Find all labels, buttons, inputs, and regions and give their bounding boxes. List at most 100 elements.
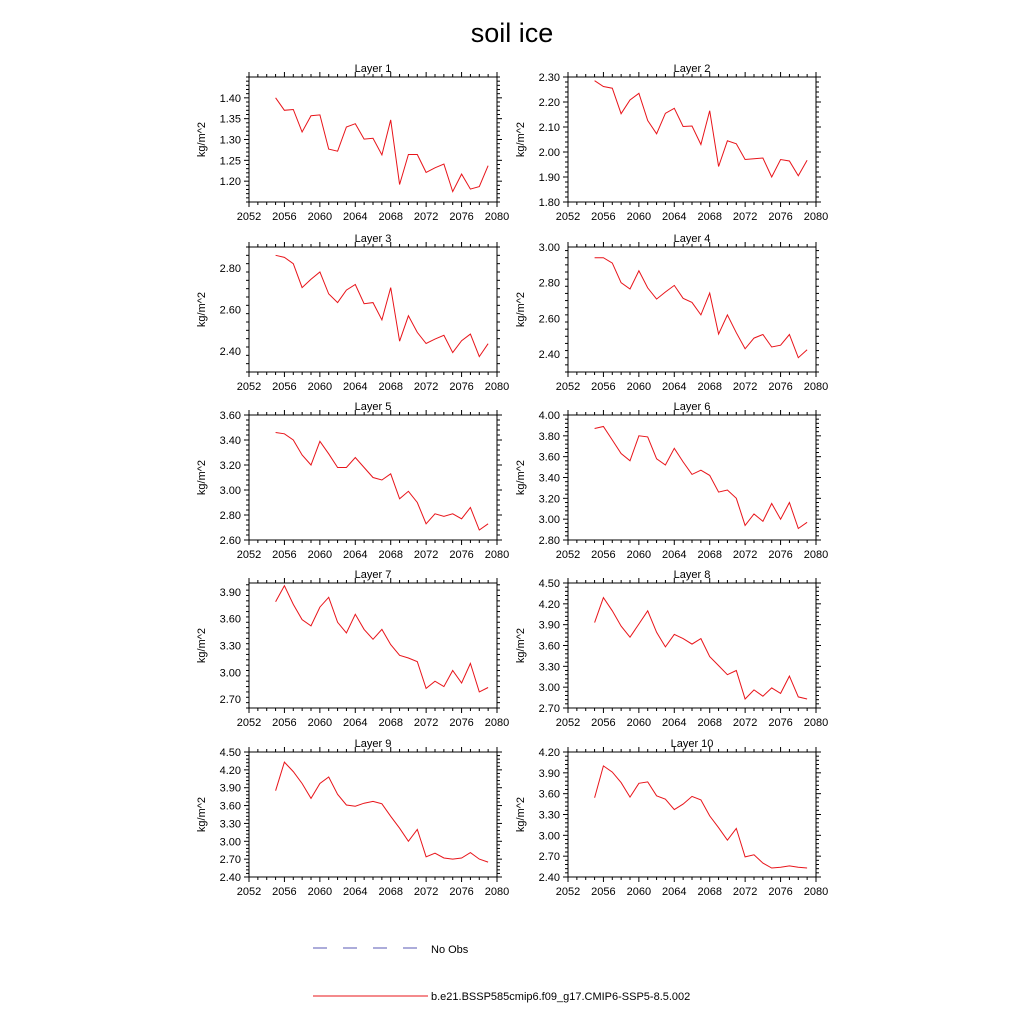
y-tick-label: 3.60 [539, 789, 560, 801]
x-tick-label: 2060 [627, 886, 651, 898]
y-tick-label: 1.30 [220, 135, 241, 147]
x-tick-label: 2056 [591, 886, 615, 898]
x-tick-label: 2080 [804, 381, 828, 393]
x-tick-label: 2052 [556, 886, 580, 898]
series-line [594, 765, 808, 869]
plot-frame [567, 582, 817, 709]
y-tick-label: 3.00 [539, 514, 560, 526]
x-tick-label: 2076 [449, 549, 473, 561]
x-tick-label: 2072 [733, 549, 757, 561]
x-tick-label: 2056 [591, 717, 615, 729]
y-tick-label: 2.60 [220, 535, 241, 547]
y-tick-label: 4.00 [539, 410, 560, 422]
x-tick-label: 2080 [485, 717, 509, 729]
series-line [594, 425, 808, 530]
x-tick-label: 2064 [343, 717, 367, 729]
y-tick-label: 2.40 [220, 872, 241, 884]
x-tick-label: 2076 [768, 549, 792, 561]
panel-title: Layer 5 [355, 401, 392, 413]
x-tick-label: 2060 [627, 381, 651, 393]
y-tick-label: 3.00 [539, 682, 560, 694]
y-tick-label: 4.20 [220, 765, 241, 777]
panel-title: Layer 8 [674, 569, 711, 581]
x-tick-label: 2080 [485, 549, 509, 561]
x-tick-label: 2080 [485, 886, 509, 898]
x-tick-label: 2052 [237, 717, 261, 729]
y-tick-label: 1.40 [220, 93, 241, 105]
panel-title: Layer 2 [674, 63, 711, 75]
y-axis-label: kg/m^2 [196, 460, 208, 495]
series-line [275, 254, 489, 358]
x-tick-label: 2072 [414, 886, 438, 898]
y-tick-label: 2.40 [220, 346, 241, 358]
x-tick-label: 2060 [308, 717, 332, 729]
y-tick-label: 2.40 [539, 349, 560, 361]
x-tick-label: 2080 [485, 211, 509, 223]
series-line [275, 761, 489, 863]
x-tick-label: 2068 [697, 549, 721, 561]
x-tick-label: 2060 [627, 549, 651, 561]
x-tick-label: 2052 [237, 549, 261, 561]
x-tick-label: 2076 [449, 381, 473, 393]
x-tick-label: 2076 [449, 886, 473, 898]
y-axis-label: kg/m^2 [515, 460, 527, 495]
panel-title: Layer 10 [671, 738, 714, 750]
x-tick-label: 2076 [768, 886, 792, 898]
chart-panel: Layer 8 kg/m^2 2052 2056 2060 2064 2068 2072 207… [515, 569, 828, 729]
chart-panel: Layer 5 kg/m^2 2052 2056 2060 2064 2068 2072 207… [196, 401, 509, 561]
x-tick-label: 2064 [343, 211, 367, 223]
legend-obs-label: No Obs [431, 944, 469, 956]
y-axis-label: kg/m^2 [515, 797, 527, 832]
y-tick-label: 3.40 [539, 473, 560, 485]
x-tick-label: 2060 [308, 211, 332, 223]
y-tick-label: 1.35 [220, 114, 241, 126]
x-tick-label: 2080 [485, 381, 509, 393]
x-tick-label: 2052 [556, 549, 580, 561]
y-tick-label: 3.80 [539, 431, 560, 443]
series-line [275, 97, 489, 193]
x-tick-label: 2076 [768, 381, 792, 393]
x-tick-label: 2072 [414, 549, 438, 561]
x-tick-label: 2076 [449, 211, 473, 223]
x-tick-label: 2068 [697, 886, 721, 898]
y-axis-label: kg/m^2 [196, 122, 208, 157]
y-tick-label: 2.60 [539, 313, 560, 325]
x-tick-label: 2064 [343, 549, 367, 561]
x-tick-label: 2068 [378, 549, 402, 561]
y-tick-label: 3.90 [539, 768, 560, 780]
y-tick-label: 3.20 [220, 460, 241, 472]
x-tick-label: 2060 [627, 717, 651, 729]
chart-panel: Layer 3 kg/m^2 2052 2056 2060 2064 2068 2072 207… [196, 233, 509, 393]
chart-panel: Layer 1 kg/m^2 2052 2056 2060 2064 2068 2072 207… [196, 63, 509, 223]
figure-title: soil ice [471, 18, 554, 48]
x-tick-label: 2072 [733, 886, 757, 898]
y-tick-label: 1.25 [220, 155, 241, 167]
y-tick-label: 1.90 [539, 172, 560, 184]
y-axis-label: kg/m^2 [515, 122, 527, 157]
legend-model-label: b.e21.BSSP585cmip6.f09_g17.CMIP6-SSP5-8.… [431, 991, 690, 1003]
x-tick-label: 2056 [272, 211, 296, 223]
y-axis-label: kg/m^2 [196, 797, 208, 832]
x-tick-label: 2052 [556, 211, 580, 223]
y-tick-label: 3.00 [220, 667, 241, 679]
y-tick-label: 3.20 [539, 493, 560, 505]
x-tick-label: 2064 [343, 381, 367, 393]
x-tick-label: 2064 [662, 886, 686, 898]
series-line [594, 596, 808, 700]
chart-panel: Layer 2 kg/m^2 2052 2056 2060 2064 2068 2072 207… [515, 63, 828, 223]
y-tick-label: 3.30 [220, 641, 241, 653]
y-tick-label: 3.00 [539, 830, 560, 842]
x-tick-label: 2072 [733, 211, 757, 223]
y-tick-label: 2.80 [539, 535, 560, 547]
y-tick-label: 3.90 [220, 587, 241, 599]
y-tick-label: 3.30 [539, 810, 560, 822]
y-axis-label: kg/m^2 [515, 292, 527, 327]
y-tick-label: 1.80 [539, 197, 560, 209]
x-tick-label: 2060 [308, 549, 332, 561]
x-tick-label: 2052 [237, 211, 261, 223]
x-tick-label: 2052 [556, 717, 580, 729]
plot-frame [567, 76, 817, 203]
y-axis-label: kg/m^2 [515, 628, 527, 663]
x-tick-label: 2068 [697, 717, 721, 729]
x-tick-label: 2072 [414, 211, 438, 223]
